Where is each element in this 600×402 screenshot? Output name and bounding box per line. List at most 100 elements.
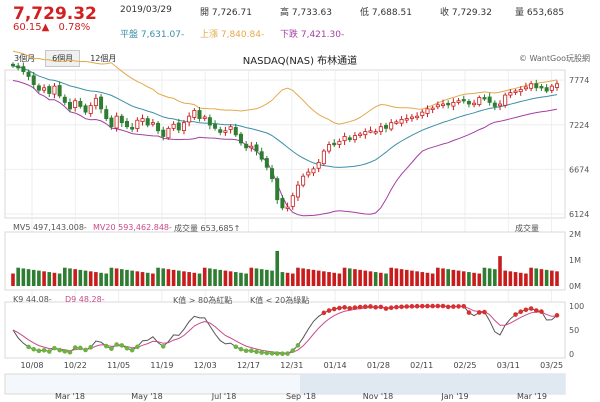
candle-body [36,85,41,91]
kd-red-dot [326,308,332,313]
volume-bar [16,267,20,286]
x-tick-label: 02/25 [453,361,476,370]
volume-bar [213,269,217,286]
volume-bar [114,268,119,286]
kd-red-dot [352,305,358,310]
candle-body [109,117,114,128]
quote-open: 開 7,726.71 [200,8,252,18]
navigator-selection [300,374,565,394]
kd-green-dot [72,345,78,350]
quote-volume: 量 653,685 [515,8,565,18]
volume-bar [151,273,155,286]
volume-bar [161,268,166,286]
kd-panel [4,301,566,359]
kd-red-dot [533,308,539,313]
volume-bar [301,268,305,286]
volume-bar [140,272,145,286]
range-tabs: 3個月 6個月 12個月 [7,50,123,67]
kd-red-dot [461,303,467,309]
volume-bar [275,250,280,286]
candle-body [466,101,471,105]
volume-bar [482,267,487,286]
volume-bar [182,271,186,286]
candle-body [306,171,311,176]
volume-bar [461,271,466,286]
tab-3-months[interactable]: 3個月 [14,54,36,63]
middle-band-line [12,65,558,168]
candle-body [285,206,290,209]
kd-green-dot [274,351,280,356]
volume-bar [42,271,46,286]
candle-body [337,140,342,145]
volume-bar [99,272,103,286]
volume-bar [145,272,150,286]
kd-green-dot [52,345,57,351]
volume-bar [57,273,62,286]
kd-green-dot [290,348,296,353]
volume-bar [21,268,26,286]
volume-bar [156,267,160,286]
tab-6-months[interactable]: 6個月 [45,50,81,67]
candle-body [119,115,124,124]
volume-bar [451,269,456,286]
volume-bar [555,271,559,286]
volume-bar [73,269,77,286]
tab-12-months[interactable]: 12個月 [90,54,117,63]
price-panel [4,69,566,219]
kd-green-dot [119,343,125,348]
x-tick-label: 03/11 [497,361,520,370]
candle-body [140,118,145,122]
candle-body [238,133,243,144]
candle-body [254,144,259,152]
change-value: 60.15▲ [13,22,50,33]
volume-bar [208,268,212,286]
kd-green-dot [78,345,83,351]
candle-body [513,90,518,93]
candle-body [518,89,523,93]
volume-bar [37,270,41,286]
candle-body [301,175,306,186]
candle-body [498,103,503,107]
volume-bar [467,272,471,286]
kd-red-dot [337,305,342,311]
kd-green-dot [264,350,270,356]
kd-red-dot [513,312,518,317]
volume-bar [254,268,259,286]
kd-green-dot [124,345,130,351]
volume-bar [31,269,36,286]
volume-bar [347,268,352,286]
candle-body [161,129,166,137]
candle-body [529,83,534,89]
change-line: 60.15▲ 0.78% [13,22,96,33]
quote-header: 7,729.32 60.15▲ 0.78% 2019/03/29 開 7,726… [0,0,600,42]
candle-body [503,94,508,106]
kd-red-dot [419,303,425,309]
candle-body [197,110,202,120]
candle-body [487,96,492,103]
candle-body [347,137,352,141]
kd-red-dot [482,309,487,315]
kd-red-dot [383,306,389,311]
k9-label: K9 44.08- [13,295,52,304]
x-tick-label: 10/22 [64,361,87,370]
kd-red-dot [409,304,415,309]
volume-bar [379,272,383,286]
candle-body [244,143,249,149]
volume-bar [337,273,342,286]
kd-green-dot [249,348,254,354]
candle-body [368,130,373,133]
candle-body [176,122,181,131]
upper-band-line [12,50,558,125]
navigator-label: Mar '18 [55,392,85,401]
kd-green-dot [62,349,68,354]
candle-body [430,107,435,110]
kd-red-dot [368,304,373,309]
kd-green-dot [31,346,37,352]
kd-green-dot [238,346,244,352]
candle-body [425,108,430,114]
volume-bar [430,273,435,286]
volume-bar [47,272,52,286]
navigator-label: Sep '18 [286,392,316,401]
kd-red-dot [425,303,430,309]
